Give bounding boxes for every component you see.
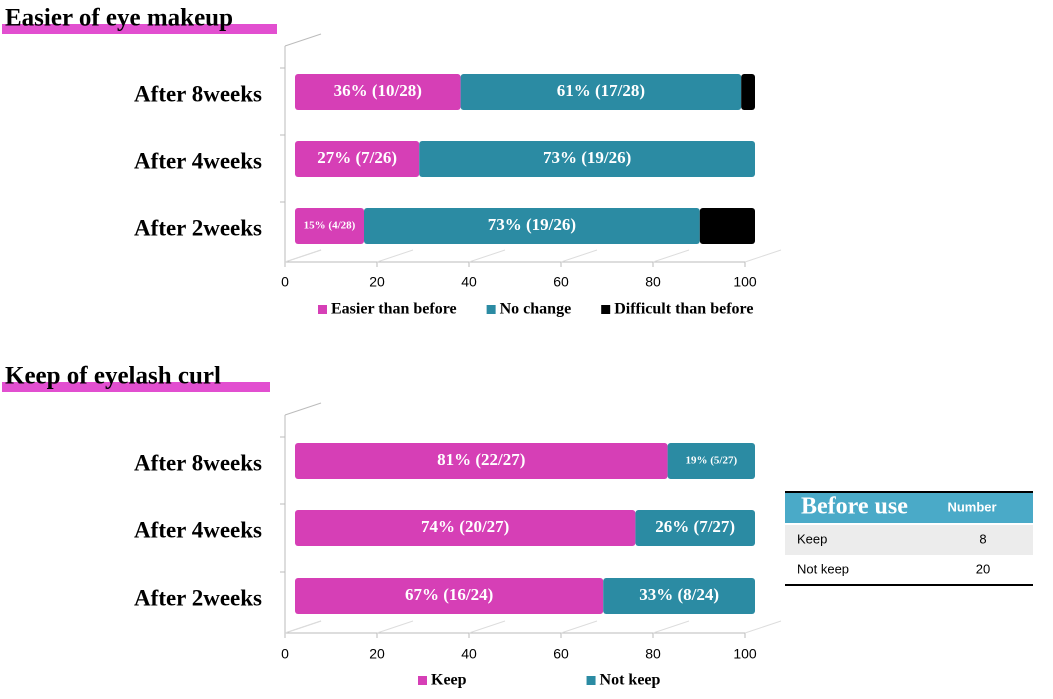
bar-segment: [295, 74, 461, 110]
x-tick-label: 20: [369, 646, 385, 662]
grid-line: [744, 620, 782, 634]
legend-swatch: [318, 305, 327, 314]
table-cell: 8: [979, 531, 986, 546]
legend-label: Difficult than before: [614, 301, 753, 318]
title-highlight: [2, 382, 270, 392]
legend-swatch: [601, 305, 611, 314]
grid-line: [652, 620, 690, 634]
grid-line: [560, 620, 598, 634]
legend-label: No change: [500, 301, 572, 318]
value-label: 27% (7/26): [317, 148, 397, 167]
table-cell: Not keep: [797, 561, 849, 576]
grid-line: [468, 249, 506, 263]
legend-label: Not keep: [600, 672, 661, 689]
value-label: 73% (19/26): [488, 215, 576, 234]
y-tick-label: After 8weeks: [134, 81, 262, 106]
table-cell: 20: [976, 561, 990, 576]
x-tick-label: 0: [281, 274, 289, 290]
x-tick-label: 0: [281, 646, 289, 662]
bar-segment: [295, 443, 668, 479]
x-tick-label: 80: [645, 274, 661, 290]
value-label: 19% (5/27): [685, 455, 737, 467]
legend-label: Keep: [431, 672, 467, 689]
chart-title: Easier of eye makeup: [5, 5, 233, 32]
grid-line: [560, 249, 598, 263]
title-highlight: [2, 24, 277, 34]
bar-segment: [667, 443, 755, 479]
value-label: 15% (4/28): [304, 220, 356, 232]
legend-swatch: [418, 676, 427, 685]
table-header: Number: [947, 499, 996, 514]
grid-line: [744, 249, 782, 263]
grid-line: [376, 249, 414, 263]
bar-segment: [635, 510, 755, 546]
grid-line: [376, 620, 414, 634]
legend-label: Easier than before: [331, 301, 457, 318]
value-label: 61% (17/28): [557, 81, 645, 100]
x-tick-label: 100: [733, 646, 757, 662]
x-tick-label: 60: [553, 274, 569, 290]
x-tick-label: 40: [461, 646, 477, 662]
value-label: 26% (7/27): [655, 517, 735, 536]
x-tick-label: 60: [553, 646, 569, 662]
y-tick-label: After 4weeks: [134, 517, 262, 542]
bar-segment: [419, 141, 755, 177]
grid-line: [284, 249, 322, 263]
table-row-bg: [785, 525, 1033, 555]
value-label: 74% (20/27): [421, 517, 509, 536]
value-label: 36% (10/28): [334, 81, 422, 100]
bar-segment: [295, 578, 604, 614]
bar-segment: [295, 141, 420, 177]
axis-line: [284, 33, 322, 47]
table-header: Before use: [801, 494, 908, 520]
y-tick-label: After 4weeks: [134, 148, 262, 173]
bar-segment: [364, 208, 700, 244]
bar-segment: [699, 208, 755, 244]
axis-line: [284, 402, 322, 416]
bar-segment: [741, 74, 755, 110]
value-label: 81% (22/27): [437, 450, 525, 469]
bar-segment: [460, 74, 742, 110]
table-cell: Keep: [797, 531, 827, 546]
value-label: 33% (8/24): [639, 585, 719, 604]
table-header-bg: [785, 493, 1033, 523]
bar-segment: [295, 208, 364, 244]
y-tick-label: After 2weeks: [134, 585, 262, 610]
grid-line: [284, 620, 322, 634]
x-tick-label: 20: [369, 274, 385, 290]
y-tick-label: After 2weeks: [134, 215, 262, 240]
value-label: 67% (16/24): [405, 585, 493, 604]
x-tick-label: 40: [461, 274, 477, 290]
chart-title: Keep of eyelash curl: [5, 363, 221, 390]
bar-segment: [603, 578, 755, 614]
legend-swatch: [486, 305, 496, 314]
value-label: 73% (19/26): [543, 148, 631, 167]
x-tick-label: 100: [733, 274, 757, 290]
bar-segment: [295, 510, 636, 546]
x-tick-label: 80: [645, 646, 661, 662]
grid-line: [468, 620, 506, 634]
grid-line: [652, 249, 690, 263]
y-tick-label: After 8weeks: [134, 450, 262, 475]
legend-swatch: [586, 676, 596, 685]
